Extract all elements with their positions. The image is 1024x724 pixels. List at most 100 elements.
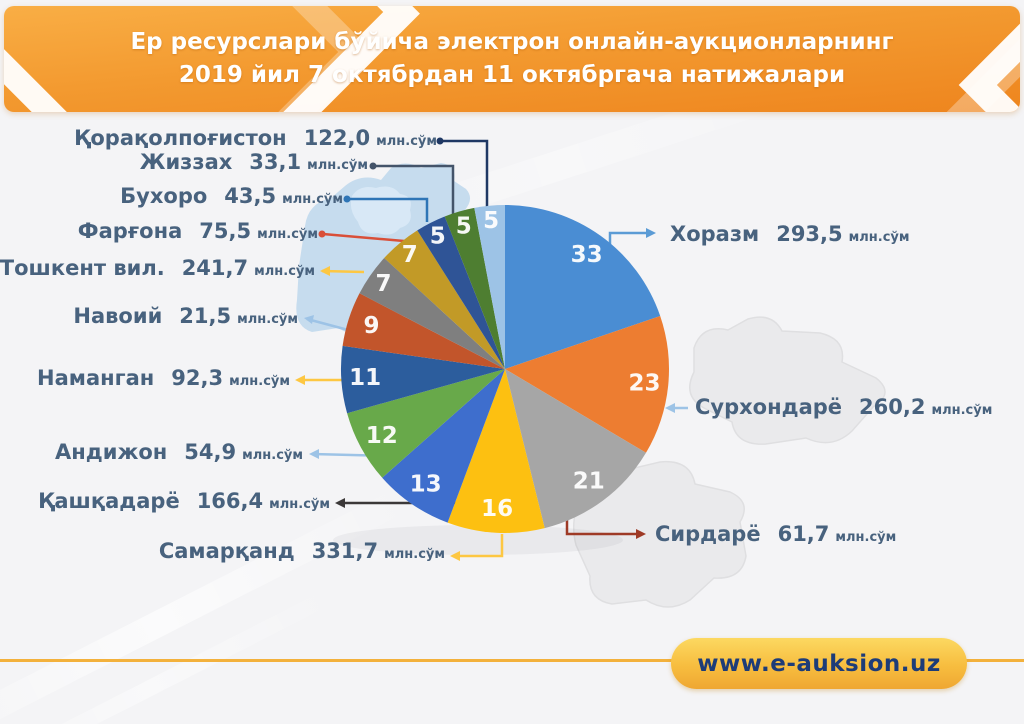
legend-item-kashkadarya: Қашқадарё 166,4 млн.сўм bbox=[38, 489, 330, 513]
pie-slice-6 bbox=[340, 345, 505, 414]
legend-unit: млн.сўм bbox=[254, 264, 315, 279]
leader-arrow-andijan bbox=[309, 449, 319, 459]
website-pill[interactable]: www.e-auksion.uz bbox=[671, 638, 967, 689]
legend-name: Фарғона bbox=[77, 219, 183, 243]
leader-arrow-khorazm bbox=[646, 228, 656, 238]
pie-slice-10 bbox=[417, 216, 505, 369]
leader-sirdarya bbox=[565, 520, 642, 536]
pie-slice-3 bbox=[447, 369, 545, 533]
legend-item-tashkent-region: Тошкент вил. 241,7 млн.сўм bbox=[0, 256, 315, 280]
legend-value: 43,5 bbox=[224, 184, 277, 208]
legend-value: 166,4 bbox=[196, 489, 264, 513]
website-url: www.e-auksion.uz bbox=[697, 650, 941, 677]
leader-khorazm bbox=[608, 231, 652, 248]
pie-slice-7 bbox=[342, 293, 505, 369]
page-title: Ер ресурслари бўйича электрон онлайн-аук… bbox=[124, 6, 900, 112]
page-title-line2: 2019 йил 7 октябрдан 11 октябргача натиж… bbox=[178, 62, 846, 88]
legend-value: 293,5 bbox=[776, 222, 843, 246]
leader-navoiy bbox=[306, 317, 353, 333]
legend-unit: млн.сўм bbox=[931, 403, 993, 418]
pie-slice-4 bbox=[382, 369, 505, 523]
pie-slice-number-9: 7 bbox=[402, 242, 418, 268]
legend-name: Сирдарё bbox=[655, 522, 761, 546]
legend-value: 33,1 bbox=[249, 150, 302, 174]
pie-slice-11 bbox=[444, 207, 505, 369]
legend-unit: млн.сўм bbox=[307, 158, 368, 173]
legend-name: Қорақолпоғистон bbox=[74, 126, 287, 150]
pie-slice-number-5: 12 bbox=[366, 423, 398, 449]
legend-name: Сурхондарё bbox=[695, 395, 843, 419]
legend-value: 61,7 bbox=[777, 522, 830, 546]
legend-item-jizzakh: Жиззах 33,1 млн.сўм bbox=[140, 150, 368, 174]
legend-name: Андижон bbox=[55, 440, 168, 464]
leader-arrow-tashkent-region bbox=[320, 266, 330, 276]
legend-unit: млн.сўм bbox=[376, 134, 437, 149]
pie-slice-number-0: 33 bbox=[571, 242, 603, 268]
legend-value: 75,5 bbox=[199, 219, 252, 243]
legend-unit: млн.сўм bbox=[282, 192, 343, 207]
pie-slice-number-3: 16 bbox=[481, 496, 513, 522]
legend-unit: млн.сўм bbox=[384, 547, 445, 562]
leader-bukhara bbox=[348, 197, 429, 222]
legend-value: 122,0 bbox=[303, 126, 371, 150]
legend-item-samarkand: Самарқанд 331,7 млн.сўм bbox=[159, 539, 445, 563]
pie-slice-number-2: 21 bbox=[573, 469, 605, 495]
leader-arrow-namangan bbox=[295, 375, 305, 385]
legend-name: Хоразм bbox=[670, 222, 760, 246]
leader-arrow-kashkadarya bbox=[335, 498, 345, 508]
leader-dot-karakalpakstan bbox=[436, 137, 444, 145]
legend-value: 92,3 bbox=[171, 366, 224, 390]
legend-item-fergana: Фарғона 75,5 млн.сўм bbox=[78, 219, 318, 243]
legend-name: Бухоро bbox=[120, 184, 208, 208]
pie-slice-number-1: 23 bbox=[628, 371, 660, 397]
legend-unit: млн.сўм bbox=[835, 530, 897, 545]
pie-slice-9 bbox=[384, 230, 505, 369]
leader-jizzakh bbox=[374, 164, 455, 214]
legend-unit: млн.сўм bbox=[229, 374, 290, 389]
pie-slice-0 bbox=[505, 205, 661, 369]
legend-name: Жиззах bbox=[139, 150, 233, 174]
leader-samarkand bbox=[453, 534, 504, 558]
leader-arrow-navoiy bbox=[304, 315, 314, 324]
legend-name: Навоий bbox=[73, 304, 163, 328]
leader-dot-fergana bbox=[318, 230, 326, 238]
legend-value: 241,7 bbox=[181, 256, 249, 280]
legend-item-navoiy: Навоий 21,5 млн.сўм bbox=[73, 304, 298, 328]
pie-slices bbox=[340, 205, 670, 533]
leader-arrow-surkhandarya bbox=[665, 403, 675, 413]
legend-item-bukhara: Бухоро 43,5 млн.сўм bbox=[120, 184, 343, 208]
legend-unit: млн.сўм bbox=[242, 448, 303, 463]
legend-name: Самарқанд bbox=[158, 539, 295, 563]
map-region-silhouette-east bbox=[689, 316, 886, 445]
leader-karakalpakstan bbox=[441, 139, 489, 210]
pie-slice-12 bbox=[474, 205, 505, 369]
leader-arrow-samarkand bbox=[450, 551, 460, 561]
legend-item-khorazm: Хоразм 293,5 млн.сўм bbox=[670, 222, 910, 246]
title-banner: Ер ресурслари бўйича электрон онлайн-аук… bbox=[4, 6, 1020, 112]
map-region-silhouette-south bbox=[573, 460, 747, 608]
chevron-decoration-right-echo-icon bbox=[930, 6, 1020, 112]
leader-fergana bbox=[322, 232, 405, 243]
pie-slice-5 bbox=[347, 369, 505, 478]
legend-name: Тошкент вил. bbox=[0, 256, 165, 280]
legend-value: 331,7 bbox=[311, 539, 379, 563]
legend-item-sirdarya: Сирдарё 61,7 млн.сўм bbox=[655, 522, 896, 546]
legend-value: 21,5 bbox=[179, 304, 232, 328]
leader-arrow-sirdarya bbox=[636, 529, 646, 539]
pie-slice-number-11: 5 bbox=[456, 213, 472, 239]
footer-accent-line bbox=[0, 659, 1024, 662]
legend-name: Наманган bbox=[37, 366, 155, 390]
legend-name: Қашқадарё bbox=[38, 489, 180, 513]
leader-dot-jizzakh bbox=[369, 162, 377, 170]
leader-dot-bukhara bbox=[343, 195, 351, 203]
pie-slice-1 bbox=[505, 316, 670, 453]
legend-item-karakalpakstan: Қорақолпоғистон 122,0 млн.сўм bbox=[74, 126, 437, 150]
pie-shadow bbox=[333, 525, 623, 555]
legend-item-namangan: Наманган 92,3 млн.сўм bbox=[37, 366, 290, 390]
pie-slice-number-7: 9 bbox=[363, 313, 379, 339]
legend-value: 54,9 bbox=[184, 440, 237, 464]
page-title-line1: Ер ресурслари бўйича электрон онлайн-аук… bbox=[130, 28, 894, 55]
legend-unit: млн.сўм bbox=[848, 230, 910, 245]
